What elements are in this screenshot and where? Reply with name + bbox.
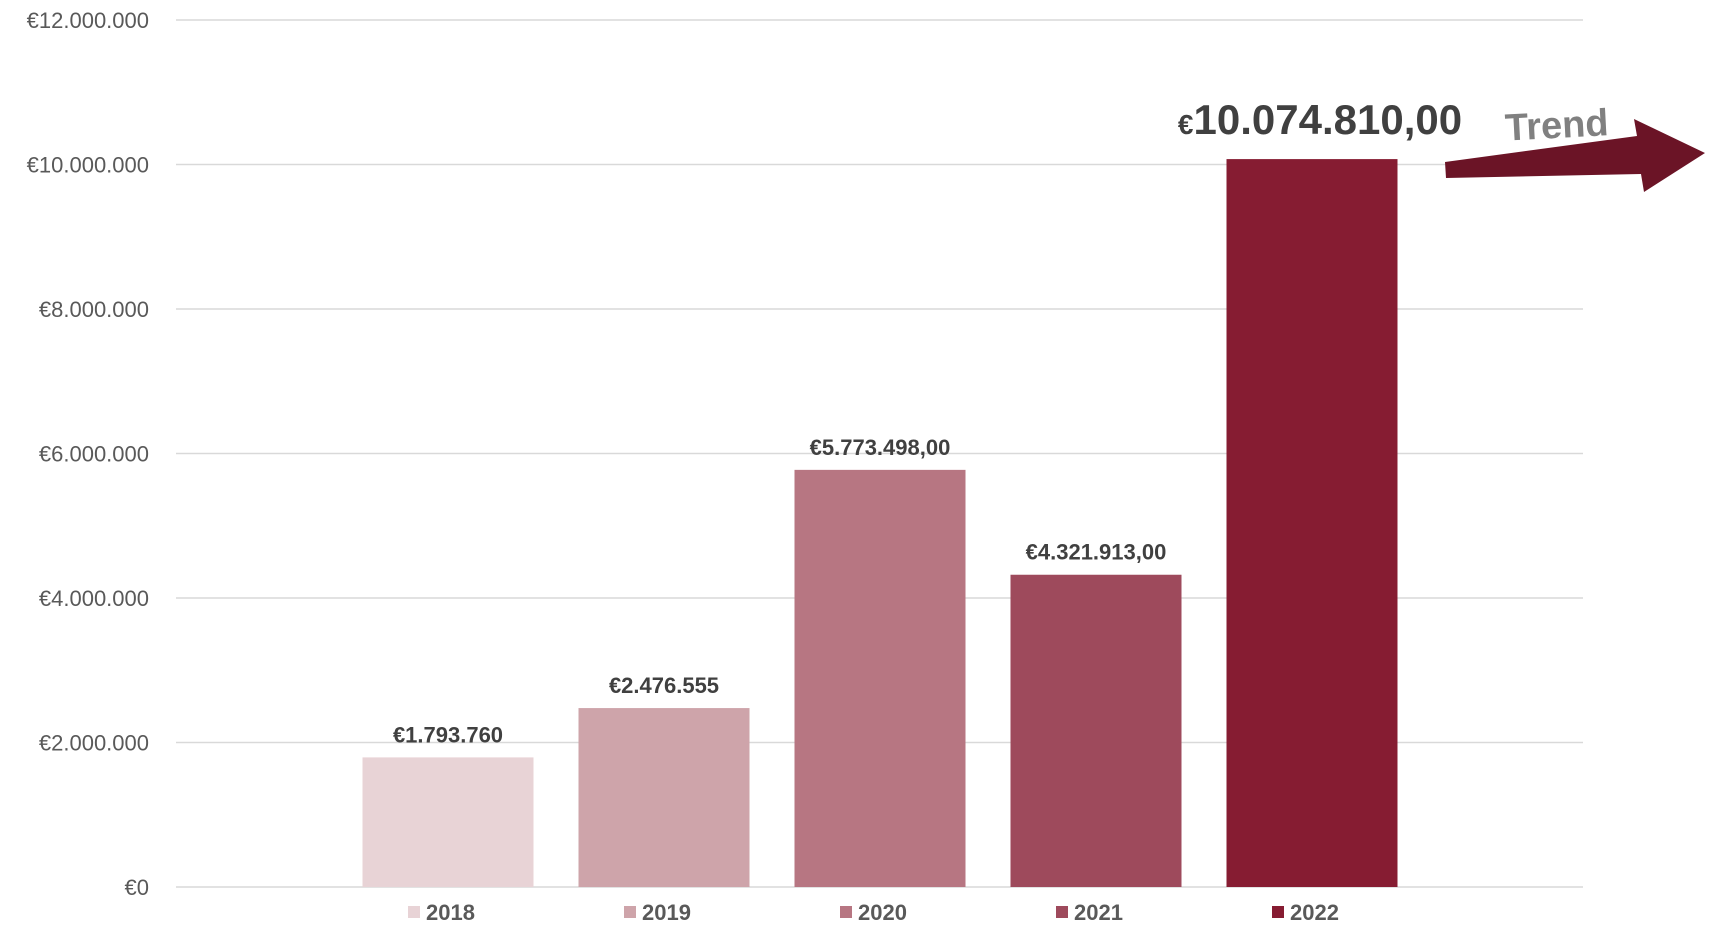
y-tick-label: €2.000.000 bbox=[39, 731, 149, 756]
data-label-2022: €10.074.810,00 bbox=[1178, 96, 1462, 143]
legend: 2018 2019 2020 2021 2022 bbox=[408, 900, 1339, 925]
data-label-2021: €4.321.913,00 bbox=[1026, 540, 1167, 565]
bar-2020 bbox=[795, 470, 966, 887]
y-axis-ticks: €0 €2.000.000 €4.000.000 €6.000.000 €8.000.0… bbox=[27, 8, 149, 900]
data-label-2019: €2.476.555 bbox=[609, 673, 719, 698]
legend-swatch-2018 bbox=[408, 906, 420, 918]
legend-swatch-2019 bbox=[624, 906, 636, 918]
legend-swatch-2022 bbox=[1272, 906, 1284, 918]
data-label-2020: €5.773.498,00 bbox=[810, 435, 951, 460]
y-tick-label: €6.000.000 bbox=[39, 442, 149, 467]
legend-label-2022: 2022 bbox=[1290, 900, 1339, 925]
bar-2019 bbox=[579, 708, 750, 887]
legend-label-2021: 2021 bbox=[1074, 900, 1123, 925]
bar-2018 bbox=[363, 757, 534, 887]
trend-annotation: Trend bbox=[1445, 102, 1705, 192]
legend-label-2018: 2018 bbox=[426, 900, 475, 925]
legend-swatch-2020 bbox=[840, 906, 852, 918]
y-tick-label: €8.000.000 bbox=[39, 297, 149, 322]
bar-2022 bbox=[1227, 159, 1398, 887]
y-tick-label: €10.000.000 bbox=[27, 153, 149, 178]
y-tick-label: €0 bbox=[125, 875, 149, 900]
legend-label-2020: 2020 bbox=[858, 900, 907, 925]
data-label-2018: €1.793.760 bbox=[393, 722, 503, 747]
trend-label: Trend bbox=[1504, 102, 1610, 149]
legend-label-2019: 2019 bbox=[642, 900, 691, 925]
bars bbox=[363, 159, 1398, 887]
legend-swatch-2021 bbox=[1056, 906, 1068, 918]
y-tick-label: €4.000.000 bbox=[39, 586, 149, 611]
bar-2021 bbox=[1011, 575, 1182, 887]
y-tick-label: €12.000.000 bbox=[27, 8, 149, 33]
